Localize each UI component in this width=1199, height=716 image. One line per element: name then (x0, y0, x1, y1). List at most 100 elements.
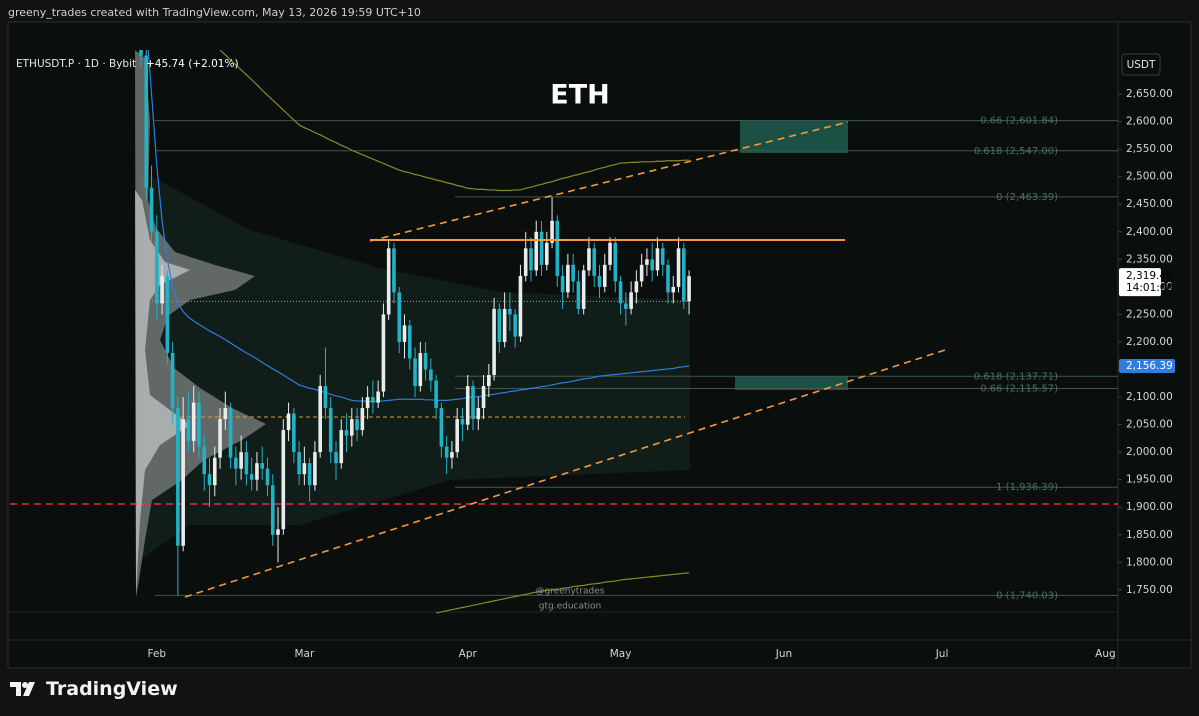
y-tick-label: 1,850.00 (1126, 529, 1173, 541)
watermark: @greenytrades (535, 587, 604, 597)
candle-body (365, 397, 370, 409)
candle-body (328, 408, 333, 453)
candle-body (450, 452, 454, 458)
candle-body (249, 474, 254, 480)
candle-body (423, 352, 428, 370)
candle-body (571, 264, 575, 282)
candle-body (186, 419, 191, 442)
countdown: 14:01:00 (1126, 282, 1173, 294)
candle-body (460, 419, 465, 425)
candle-body (513, 314, 517, 337)
candle-body (139, 50, 143, 56)
volume-profile-value-area (135, 190, 190, 597)
y-tick-label: 2,100.00 (1126, 391, 1173, 403)
candle-body (634, 281, 639, 293)
x-tick-label: Feb (148, 648, 167, 660)
chart-title: ETH (550, 80, 609, 111)
symbol: ETHUSDT.P · 1D · Bybit (16, 58, 136, 70)
candle-body (618, 281, 623, 304)
candle-body (170, 352, 175, 409)
candle-body (471, 386, 475, 420)
y-tick-label: 2,250.00 (1126, 308, 1173, 320)
fib-label: 0 (1,740.03) (996, 590, 1058, 601)
candle-body (407, 325, 412, 359)
candle-body (191, 402, 196, 442)
candle-body (666, 264, 670, 293)
candle-body (602, 264, 607, 287)
candle-body (544, 242, 549, 265)
candle-body (176, 408, 180, 546)
target-zone (740, 120, 848, 153)
candle-body (455, 419, 459, 453)
candle-body (597, 275, 602, 287)
candle-body (165, 275, 170, 353)
candle-body (655, 248, 660, 271)
candle-body (581, 270, 586, 309)
y-tick-label: 1,800.00 (1126, 556, 1173, 568)
candle-body (292, 413, 296, 453)
fib-label: 0.618 (2,137.71) (974, 371, 1058, 382)
candle-body (476, 408, 481, 420)
currency: USDT (1127, 59, 1156, 71)
y-tick-label: 2,050.00 (1126, 419, 1173, 431)
candle-body (518, 275, 523, 337)
caption: greeny_trades created with TradingView.c… (8, 6, 421, 19)
volume-profile (135, 50, 266, 597)
y-tick-label: 1,900.00 (1126, 501, 1173, 513)
y-tick-label: 2,400.00 (1126, 226, 1173, 238)
y-tick-label: 2,000.00 (1126, 446, 1173, 458)
candle-body (539, 231, 544, 265)
candle-body (624, 303, 628, 309)
moving-average (435, 572, 690, 614)
candle-body (265, 468, 270, 486)
candle-body (434, 380, 438, 409)
ma-price-box (1119, 358, 1175, 373)
candle-body (687, 276, 691, 302)
candle-body (307, 463, 312, 486)
candle-body (523, 248, 528, 276)
y-tick-label: 2,500.00 (1126, 171, 1173, 183)
candle-body (550, 220, 554, 243)
candle-body (244, 452, 249, 475)
currency-box (1121, 53, 1161, 76)
candle-body (350, 419, 354, 436)
fib-label: 1 (1,936.39) (996, 482, 1058, 493)
candle-body (650, 259, 654, 271)
candle-body (160, 275, 164, 304)
watermark: gtg.education (539, 602, 601, 612)
change: +45.74 (+2.01%) (146, 58, 239, 70)
candle-body (276, 529, 280, 535)
x-tick-label: Aug (1095, 648, 1116, 660)
candle-body (465, 386, 470, 425)
moving-average (219, 50, 690, 192)
ma-price-label: 2,156.39 (1126, 360, 1173, 372)
candle-body (339, 430, 344, 464)
candle-body (386, 248, 391, 315)
candle-body (234, 457, 238, 469)
candle-body (418, 352, 423, 387)
last-price-label: 2,319.48 (1126, 270, 1173, 282)
candle-body (144, 55, 149, 188)
candle-body (297, 452, 301, 475)
candle-body (344, 430, 349, 436)
brand-name: TradingView (46, 678, 178, 700)
candle-body (281, 430, 286, 530)
fib-label: 0.618 (2,547.00) (974, 146, 1058, 157)
x-tick-label: Jul (935, 648, 949, 660)
candle-body (149, 187, 154, 232)
candle-body (676, 248, 681, 287)
drawings (184, 121, 946, 598)
y-tick-label: 2,650.00 (1126, 88, 1173, 100)
candle-body (381, 314, 386, 392)
y-tick-label: 2,350.00 (1126, 253, 1173, 265)
y-tick-label: 1,750.00 (1126, 584, 1173, 596)
candle-body (323, 386, 328, 409)
candle-body (429, 369, 433, 381)
candle-body (613, 242, 618, 282)
candle-body (207, 474, 212, 486)
candle-body (587, 248, 591, 271)
x-tick-label: May (610, 648, 632, 660)
candle-body (660, 248, 665, 265)
